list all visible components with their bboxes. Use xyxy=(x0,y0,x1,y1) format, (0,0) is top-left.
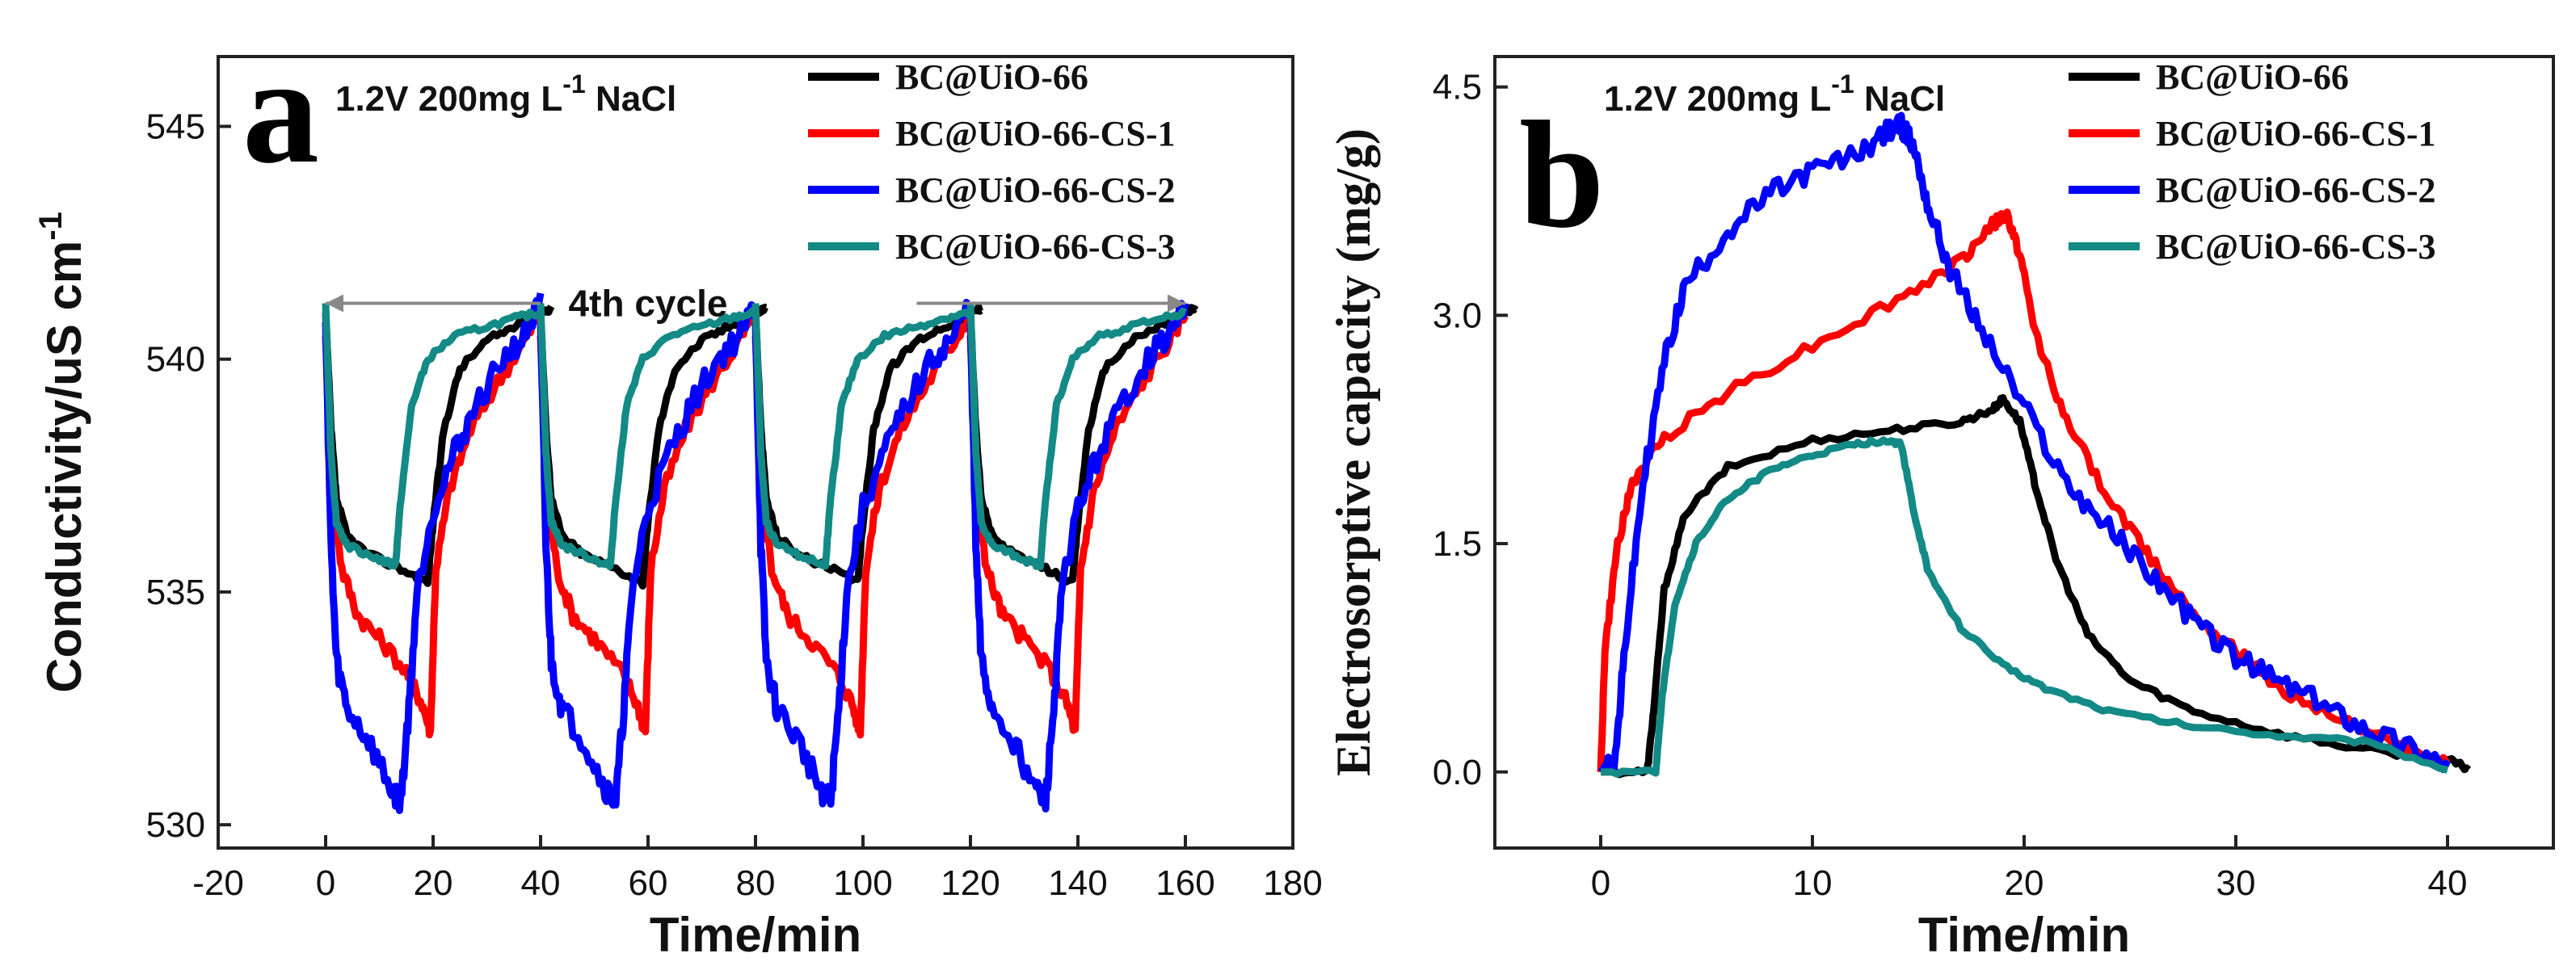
x-tick-label: 0 xyxy=(316,863,335,903)
x-tick-label: 160 xyxy=(1155,863,1214,903)
x-tick-label: 100 xyxy=(833,863,892,903)
x-tick-label: 120 xyxy=(941,863,1000,903)
x-tick-label: 40 xyxy=(521,863,561,903)
y-tick-label: 535 xyxy=(146,573,205,612)
x-tick-label: 60 xyxy=(629,863,668,903)
series-line-2-cycle-3 xyxy=(751,312,972,739)
series-line-3-cycle-4 xyxy=(966,300,1189,813)
y-tick-label: 1.5 xyxy=(1433,524,1482,564)
y-tick-label: 0.0 xyxy=(1433,753,1482,792)
legend-b: BC@UiO-66 BC@UiO-66-CS-1 BC@UiO-66-CS-2 BC@… xyxy=(2069,57,2435,267)
x-axis-label-a: Time/min xyxy=(650,908,861,962)
series-line-3-cycle-2 xyxy=(537,301,760,809)
legend-label: BC@UiO-66 xyxy=(895,57,1088,97)
series-line-4-cycle-1 xyxy=(322,303,544,570)
panel-a: -20 0 20 40 60 80 100 120 140 160 180 530 535 540 545… xyxy=(33,26,1323,962)
x-axis-label-b: Time/min xyxy=(1918,908,2130,962)
x-tick-label: 20 xyxy=(2005,863,2044,903)
series-line-2-cycle-1 xyxy=(322,312,544,739)
x-tick-label: 40 xyxy=(2428,863,2468,903)
series-line-4-cycle-3 xyxy=(751,303,974,570)
y-tick-label: 530 xyxy=(146,805,205,845)
series-line-3-cycle-1 xyxy=(322,292,545,814)
legend-label: BC@UiO-66-CS-2 xyxy=(2156,170,2435,210)
panel-letter-a: a xyxy=(242,26,319,195)
legend-label: BC@UiO-66-CS-1 xyxy=(2156,114,2435,153)
y-axis-label-b: Electrosorptive capacity (mg/g) xyxy=(1327,128,1380,776)
x-ticks-b: 0 10 20 30 40 xyxy=(1591,835,2468,903)
legend-label: BC@UiO-66-CS-1 xyxy=(895,114,1175,153)
cycle-arrowhead xyxy=(326,294,343,313)
y-tick-label: 540 xyxy=(146,340,205,380)
series-line-4 xyxy=(1601,436,2449,778)
series-line-1 xyxy=(1601,394,2472,779)
legend-a: BC@UiO-66 BC@UiO-66-CS-1 BC@UiO-66-CS-2 BC@… xyxy=(808,57,1175,267)
y-tick-label: 3.0 xyxy=(1433,296,1482,335)
series-line-2 xyxy=(1597,208,2451,772)
cycle-annotation: 4th cycle xyxy=(569,283,728,325)
series-group-a xyxy=(322,292,1199,814)
y-ticks-a: 530 535 540 545 xyxy=(146,107,231,845)
legend-label: BC@UiO-66-CS-2 xyxy=(895,170,1175,210)
x-tick-label: 30 xyxy=(2216,863,2256,903)
y-ticks-b: 0.0 1.5 3.0 4.5 xyxy=(1433,68,1508,792)
y-tick-label: 4.5 xyxy=(1433,68,1482,107)
x-tick-label: 140 xyxy=(1048,863,1107,903)
cycle-arrowhead xyxy=(1168,294,1185,313)
x-tick-label: -20 xyxy=(192,863,244,903)
series-line-4-cycle-4 xyxy=(966,303,1187,571)
series-line-3-cycle-3 xyxy=(751,299,974,808)
condition-label-b: 1.2V 200mg L-1 NaCl xyxy=(1604,69,1945,119)
cycle-markers-a xyxy=(326,294,1185,313)
panel-b: 0 10 20 30 40 0.0 1.5 3.0 4.5 b 1.2V 200mg L-1 … xyxy=(1327,55,2555,962)
panel-letter-b: b xyxy=(1519,90,1605,260)
x-ticks-a: -20 0 20 40 60 80 100 120 140 160 180 xyxy=(192,835,1323,903)
x-tick-label: 0 xyxy=(1591,863,1610,903)
legend-label: BC@UiO-66-CS-3 xyxy=(895,227,1175,267)
x-tick-label: 180 xyxy=(1263,863,1322,903)
x-tick-label: 20 xyxy=(414,863,453,903)
series-group-b xyxy=(1597,111,2472,779)
legend-label: BC@UiO-66-CS-3 xyxy=(2156,227,2435,267)
legend-label: BC@UiO-66 xyxy=(2156,57,2349,97)
x-tick-label: 80 xyxy=(736,863,776,903)
condition-label-a: 1.2V 200mg L-1 NaCl xyxy=(335,69,676,119)
x-tick-label: 10 xyxy=(1793,863,1833,903)
series-line-3 xyxy=(1597,111,2452,775)
y-tick-label: 545 xyxy=(146,107,205,146)
y-axis-label-a: Conductivity/uS cm-1 xyxy=(33,212,91,693)
series-line-4-cycle-2 xyxy=(537,303,758,570)
